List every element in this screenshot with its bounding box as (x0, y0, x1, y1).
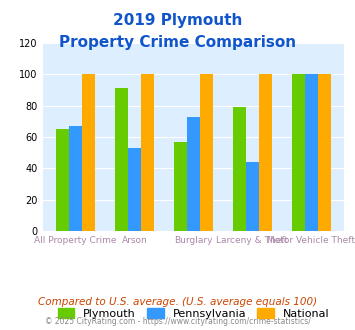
Text: © 2025 CityRating.com - https://www.cityrating.com/crime-statistics/: © 2025 CityRating.com - https://www.city… (45, 317, 310, 326)
Bar (246, 162, 259, 231)
Bar (200, 74, 213, 231)
Bar (141, 74, 154, 231)
Text: 2019 Plymouth: 2019 Plymouth (113, 13, 242, 28)
Bar (115, 88, 128, 231)
Bar (259, 74, 272, 231)
Legend: Plymouth, Pennsylvania, National: Plymouth, Pennsylvania, National (53, 304, 334, 323)
Bar (82, 74, 95, 231)
Bar (69, 126, 82, 231)
Bar (56, 129, 69, 231)
Bar (187, 116, 200, 231)
Text: Compared to U.S. average. (U.S. average equals 100): Compared to U.S. average. (U.S. average … (38, 297, 317, 307)
Bar (318, 74, 331, 231)
Text: Property Crime Comparison: Property Crime Comparison (59, 35, 296, 50)
Bar (305, 74, 318, 231)
Bar (292, 74, 305, 231)
Bar (128, 148, 141, 231)
Bar (174, 142, 187, 231)
Bar (233, 107, 246, 231)
